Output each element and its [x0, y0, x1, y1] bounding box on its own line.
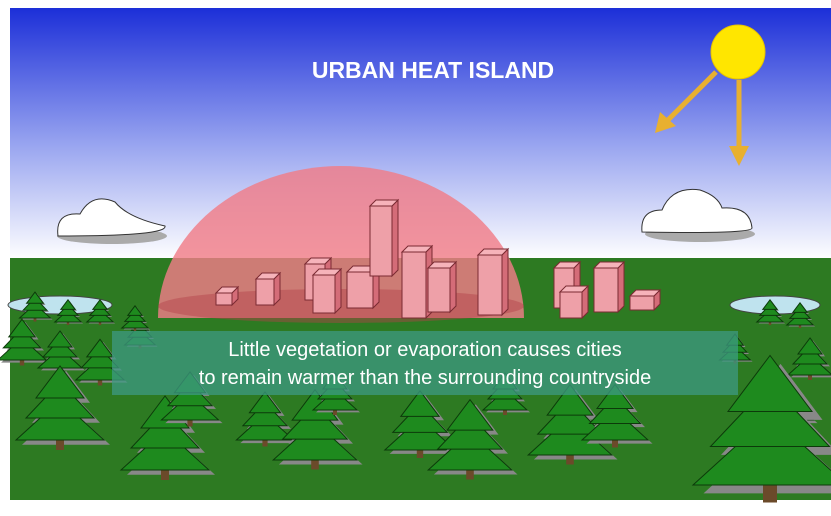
- caption-line: to remain warmer than the surrounding co…: [199, 367, 651, 389]
- tree-trunk: [808, 375, 812, 380]
- tree-trunk: [763, 485, 777, 503]
- building: [256, 273, 280, 305]
- building-top: [402, 246, 432, 252]
- tree-trunk: [56, 440, 64, 450]
- building-side: [618, 262, 624, 312]
- building-front: [370, 206, 392, 276]
- tree-trunk: [262, 440, 267, 447]
- tree-trunk: [161, 470, 169, 480]
- building: [478, 249, 508, 315]
- building: [560, 286, 588, 318]
- tree-trunk: [566, 455, 574, 465]
- tree-trunk: [34, 318, 37, 322]
- building: [594, 262, 624, 312]
- building-top: [594, 262, 624, 268]
- sun: [711, 25, 765, 79]
- building: [428, 262, 456, 312]
- title: URBAN HEAT ISLAND: [312, 57, 554, 83]
- building-front: [347, 272, 373, 308]
- building-front: [428, 268, 450, 312]
- building-front: [402, 252, 426, 318]
- caption-line: Little vegetation or evaporation causes …: [228, 339, 622, 361]
- tree-trunk: [466, 470, 474, 480]
- building-top: [630, 290, 660, 296]
- building: [216, 287, 238, 305]
- building-front: [256, 279, 274, 305]
- tree-trunk: [417, 450, 423, 458]
- building: [370, 200, 398, 276]
- tree-trunk: [20, 360, 24, 366]
- building: [630, 290, 660, 310]
- building-side: [392, 200, 398, 276]
- tree-trunk: [333, 410, 337, 415]
- tree-trunk: [503, 410, 507, 415]
- building-side: [502, 249, 508, 315]
- building-front: [560, 292, 582, 318]
- building-side: [450, 262, 456, 312]
- building-top: [478, 249, 508, 255]
- building-front: [594, 268, 618, 312]
- building-side: [335, 269, 341, 313]
- building-front: [216, 293, 232, 305]
- tree-trunk: [311, 460, 319, 470]
- building-front: [478, 255, 502, 315]
- illustration: Little vegetation or evaporation causes …: [0, 0, 831, 516]
- tree-trunk: [612, 440, 618, 448]
- building-front: [313, 275, 335, 313]
- tree-trunk: [98, 380, 102, 386]
- building: [313, 269, 341, 313]
- building-front: [630, 296, 654, 310]
- tree-trunk: [187, 420, 192, 427]
